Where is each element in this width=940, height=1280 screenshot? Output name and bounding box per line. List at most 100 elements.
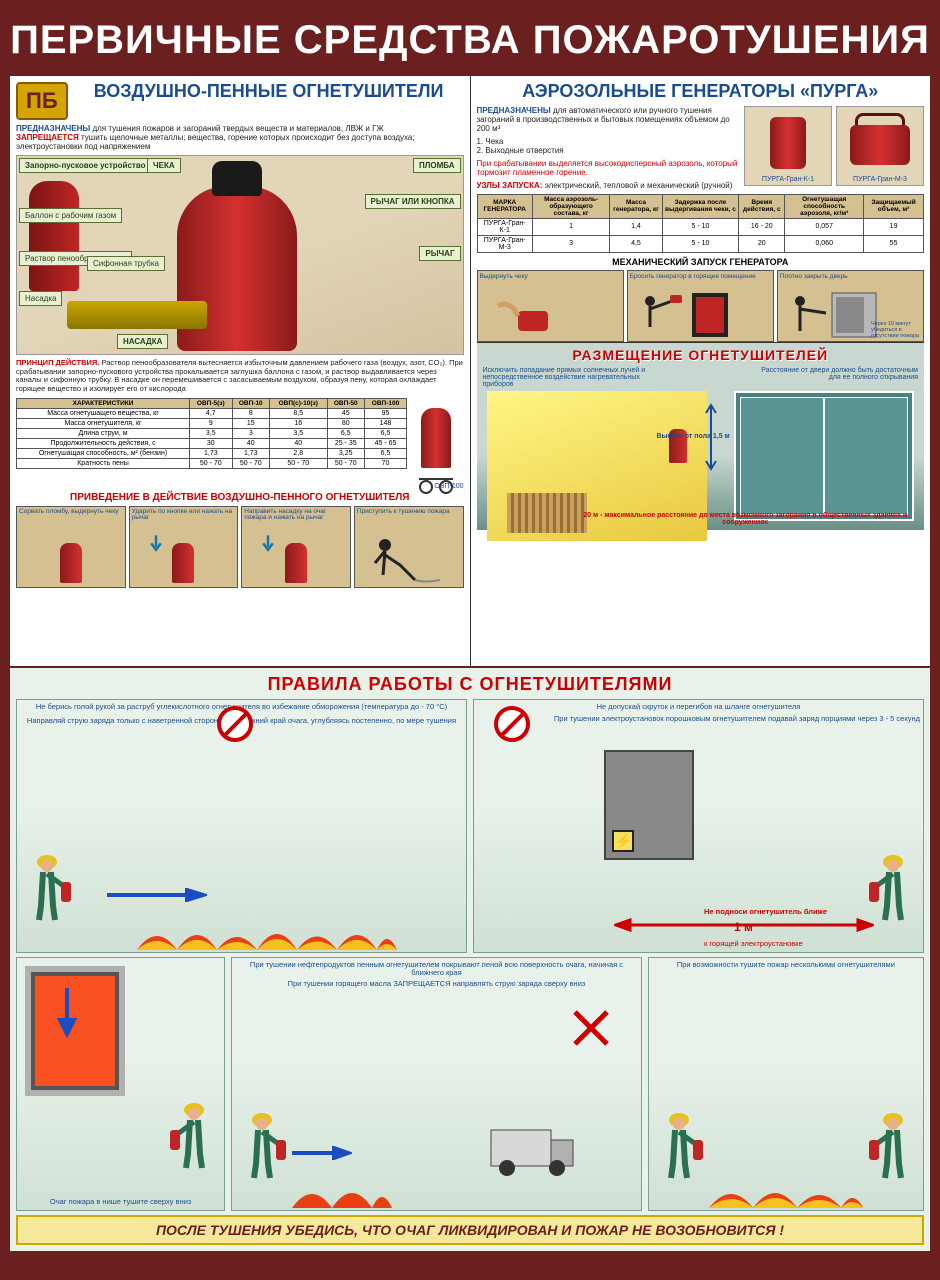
table-row: ПУРГА-Гран-М-334,55 - 10200,06055 <box>477 235 924 252</box>
cell: 50 - 70 <box>232 458 269 468</box>
doors-icon <box>734 391 914 521</box>
hand-pull-icon <box>488 291 558 337</box>
foam-purpose: ПРЕДНАЗНАЧЕНЫ для тушения пожаров и заго… <box>16 124 464 151</box>
flame-icon <box>137 918 397 950</box>
table-row: Длина струи, м3,533,56,56,5 <box>17 428 407 438</box>
step-1: Сорвать пломбу, выдернуть чеку <box>16 506 126 588</box>
lbl-nasadka2: НАСАДКА <box>117 334 168 349</box>
rule-multiple: При возможности тушите пожар несколькими… <box>648 957 924 1211</box>
down-arrow-icon <box>148 535 164 555</box>
step-ext-icon <box>60 543 82 583</box>
purga-spec-table: МАРКА ГЕНЕРАТОРА Масса аэрозоль-образующ… <box>477 194 925 253</box>
cell: 50 - 70 <box>190 458 233 468</box>
radiator-icon <box>507 493 587 533</box>
table-row: Продолжительность действия, с30404025 - … <box>17 438 407 448</box>
place-height: Высота от пола 1,5 м <box>657 433 730 440</box>
gen-case-icon <box>850 125 910 165</box>
placement-title: РАЗМЕЩЕНИЕ ОГНЕТУШИТЕЛЕЙ <box>481 347 921 363</box>
cell: 30 <box>190 438 233 448</box>
cell: 45 <box>327 408 364 418</box>
cell: 5 - 10 <box>662 235 739 252</box>
lbl-plomba: ПЛОМБА <box>413 158 460 173</box>
lbl-rychag: РЫЧАГ <box>419 246 460 261</box>
rule-text: При тушении электроустановок порошковым … <box>477 715 920 723</box>
voltage-sign-icon: ⚡ <box>612 830 634 852</box>
electrical-panel-icon: ⚡ <box>604 750 694 860</box>
worker-icon <box>25 852 75 922</box>
foam-title: ВОЗДУШНО-ПЕННЫЕ ОГНЕТУШИТЕЛИ <box>74 82 464 120</box>
purga-parts: 1. Чека 2. Выходные отверстия <box>477 137 741 155</box>
purga-title: АЭРОЗОЛЬНЫЕ ГЕНЕРАТОРЫ «ПУРГА» <box>477 82 925 102</box>
door-right <box>824 397 908 515</box>
down-arrow-icon <box>57 988 77 1038</box>
extinguisher-cap <box>212 161 262 196</box>
gen-k1: ПУРГА-Гран-К-1 <box>744 106 832 186</box>
table-row: Масса огнетушащего вещества, кг4,788,545… <box>17 408 407 418</box>
rule-text: Не допускай скруток и перегибов на шланг… <box>477 703 920 711</box>
col: ОВП-5(з) <box>190 398 233 408</box>
mech-text: Выдернуть чеку <box>480 273 621 280</box>
cell: 6,5 <box>327 428 364 438</box>
ovp100-label: ОВП-100 <box>434 483 463 490</box>
purpose-label: ПРЕДНАЗНАЧЕНЫ <box>16 124 90 133</box>
cell: Длина струи, м <box>17 428 190 438</box>
pb-badge: ПБ <box>16 82 68 120</box>
rule-text: При тушении нефтепродуктов пенным огнету… <box>235 961 637 978</box>
gen-label: ПУРГА-Гран-М-3 <box>837 176 923 183</box>
rule-text: Не подноси огнетушитель ближе <box>704 908 827 916</box>
cell: 2,8 <box>269 448 327 458</box>
rules-section: ПРАВИЛА РАБОТЫ С ОГНЕТУШИТЕЛЯМИ Не берис… <box>10 666 930 1251</box>
note2-label: УЗЛЫ ЗАПУСКА: <box>477 181 543 190</box>
table-row: ПУРГА-Гран-К-111,45 - 1016 - 200,05719 <box>477 218 924 235</box>
gen-cylinder-icon <box>770 117 806 169</box>
mech-note: Через 10 минут убедиться в отсутствии по… <box>871 321 921 339</box>
rule-text-inner: При тушении горящего масла ЗАПРЕЩАЕТСЯ н… <box>288 979 586 988</box>
purga-note1: При срабатывании выделяется высокодиспер… <box>477 159 741 177</box>
cell: 50 - 70 <box>269 458 327 468</box>
cell: ПУРГА-Гран-К-1 <box>477 218 532 235</box>
nozzle <box>67 301 207 329</box>
cell: ПУРГА-Гран-М-3 <box>477 235 532 252</box>
purpose-text: для тушения пожаров и загораний твердых … <box>92 124 383 133</box>
cell: 3 <box>532 235 609 252</box>
table-row: МАРКА ГЕНЕРАТОРА Масса аэрозоль-образующ… <box>477 194 924 218</box>
content-area: ПБ ВОЗДУШНО-ПЕННЫЕ ОГНЕТУШИТЕЛИ ПРЕДНАЗН… <box>10 76 930 1251</box>
purga-purpose: ПРЕДНАЗНАЧЕНЫ для автоматического или ру… <box>477 106 741 133</box>
col: ОВП-50 <box>327 398 364 408</box>
col: Защищаемый объем, м³ <box>864 194 924 218</box>
rule-text: При возможности тушите пожар несколькими… <box>652 961 920 969</box>
place-note1: Исключить попадание прямых солнечных луч… <box>483 367 653 388</box>
cell: 1,73 <box>232 448 269 458</box>
cell: 6,5 <box>364 428 406 438</box>
principle-text: ПРИНЦИП ДЕЙСТВИЯ. Раствор пенообразовате… <box>16 359 464 394</box>
cell: 0,060 <box>785 235 864 252</box>
place-note2: Расстояние от двери должно быть достаточ… <box>748 367 918 381</box>
worker-icon <box>865 852 915 922</box>
rule-niche: Очаг пожара в нише тушите сверху вниз <box>16 957 225 1211</box>
flame-icon <box>292 1176 392 1208</box>
mech-1: Выдернуть чеку <box>477 270 624 342</box>
table-row: Огнетушащая способность, м² (бензин)1,73… <box>17 448 407 458</box>
lbl-cheka: ЧЕКА <box>147 158 181 173</box>
step-text: Ударить по кнопке или нажать на рычаг <box>132 509 236 522</box>
gen-label: ПУРГА-Гран-К-1 <box>745 176 831 183</box>
cell: 0,057 <box>785 218 864 235</box>
step-ext-icon <box>172 543 194 583</box>
worker-icon <box>865 1110 915 1180</box>
table-row: Масса огнетушителя, кг9151680148 <box>17 418 407 428</box>
cell: Масса огнетушителя, кг <box>17 418 190 428</box>
rule-text: Очаг пожара в нише тушите сверху вниз <box>21 1198 220 1206</box>
col: Задержка после выдергивания чеки, с <box>662 194 739 218</box>
cell: 95 <box>364 408 406 418</box>
mech-2: Бросить генератор в горящее помещение <box>627 270 774 342</box>
cell: 25 - 35 <box>327 438 364 448</box>
cell: 55 <box>864 235 924 252</box>
step-text: Приступить к тушению пожара <box>357 509 461 516</box>
ovp100-body <box>421 408 451 468</box>
cell: 3 <box>232 428 269 438</box>
mech-steps: Выдернуть чеку Бросить генератор в горящ… <box>477 270 925 342</box>
lbl-zp: Запорно-пусковое устройство <box>19 158 152 173</box>
rule-windward: Не берись голой рукой за раструб углекис… <box>16 699 467 953</box>
cell: 40 <box>232 438 269 448</box>
col: ОВП-100 <box>364 398 406 408</box>
